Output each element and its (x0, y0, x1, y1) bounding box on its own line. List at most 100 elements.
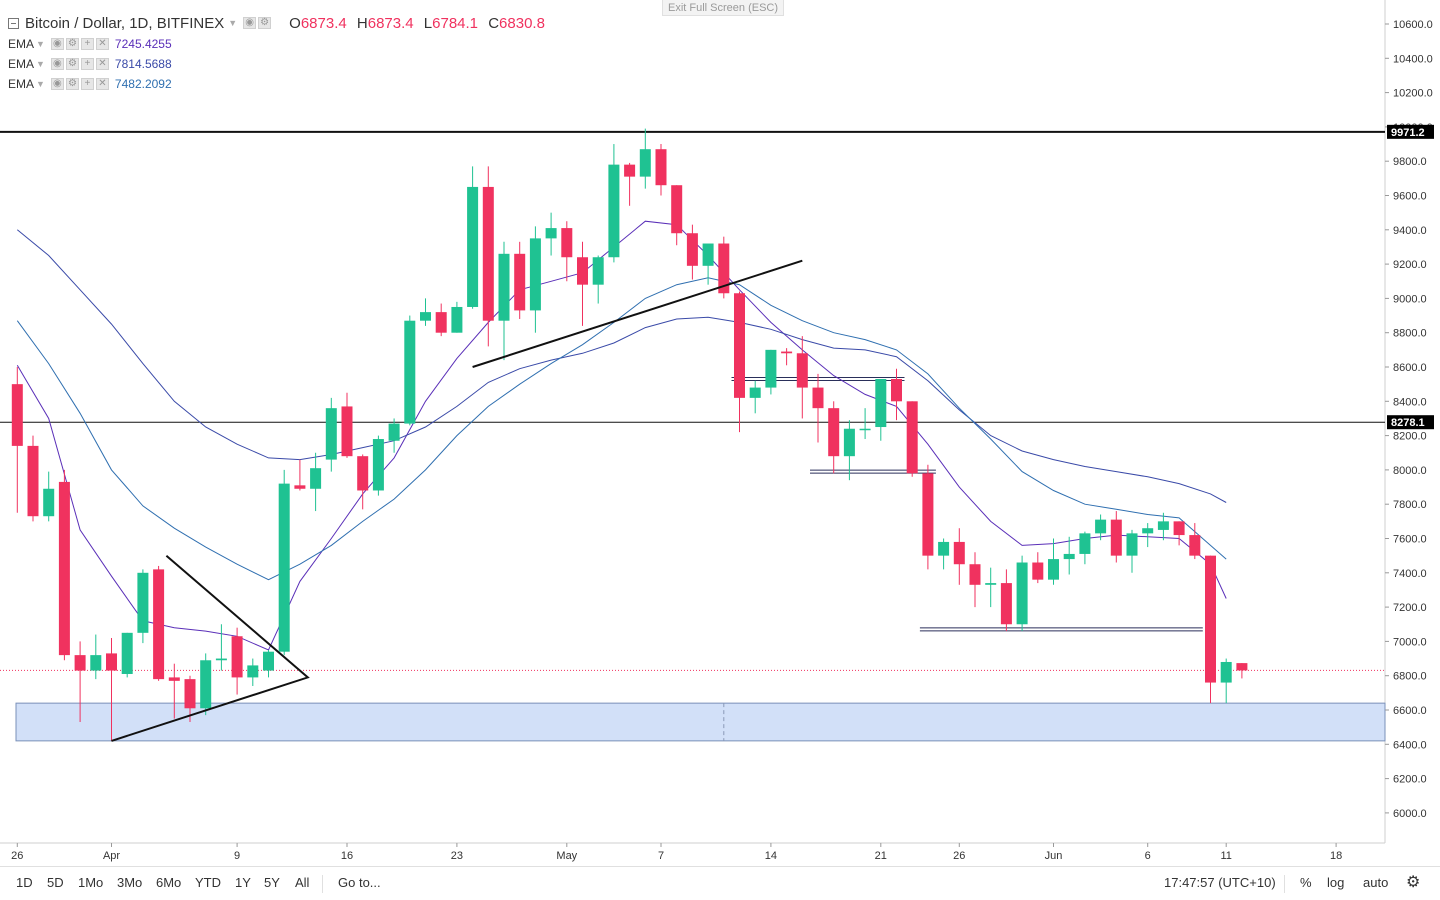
candle-body (608, 164, 620, 258)
chevron-down-icon[interactable]: ▼ (36, 79, 45, 89)
candle-body (1220, 661, 1232, 683)
candle (953, 528, 965, 585)
y-tick-label: 7800.0 (1393, 499, 1427, 511)
candle (529, 226, 541, 333)
candle-body (796, 353, 808, 388)
range-all-button[interactable]: All (295, 875, 310, 890)
candle-body (875, 379, 887, 428)
high-value: 6873.4 (367, 14, 414, 32)
candle (702, 243, 714, 285)
range-1y-button[interactable]: 1Y (235, 875, 251, 890)
candle-body (90, 655, 102, 671)
chevron-down-icon[interactable]: ▼ (228, 18, 238, 28)
candle (1000, 569, 1012, 632)
x-tick-label: Apr (103, 850, 120, 862)
symbol-title[interactable]: Bitcoin / Dollar, 1D, BITFINEX (25, 14, 225, 32)
x-tick-label: 26 (11, 850, 23, 862)
candle (1205, 555, 1216, 704)
clock-display[interactable]: 17:47:57 (UTC+10) (1164, 875, 1276, 890)
candle-body (1032, 562, 1044, 580)
plus-icon[interactable]: + (80, 78, 94, 90)
eye-icon[interactable]: ◉ (50, 38, 64, 50)
gear-icon[interactable]: ⚙ (258, 17, 272, 29)
range-5d-button[interactable]: 5D (47, 875, 64, 890)
toolbar-divider (1284, 875, 1285, 893)
candle-body (498, 253, 510, 321)
candle (1016, 555, 1028, 632)
indicator-name[interactable]: EMA (8, 77, 35, 91)
candle-body (1000, 583, 1012, 625)
candle (671, 185, 683, 246)
candle-body (1126, 533, 1138, 556)
indicator-row[interactable]: EMA ▼ ◉ ⚙ + ✕ 7814.5688 (8, 54, 545, 74)
candle (106, 637, 117, 741)
candle-body (247, 665, 259, 678)
candle-body (953, 541, 965, 565)
candle (215, 624, 227, 671)
goto-button[interactable]: Go to... (338, 875, 381, 890)
range-ytd-button[interactable]: YTD (195, 875, 221, 890)
candle (27, 435, 39, 522)
range-1d-button[interactable]: 1D (16, 875, 33, 890)
gear-icon[interactable]: ⚙ (65, 38, 79, 50)
candle-body (11, 384, 23, 446)
gear-icon[interactable]: ⚙ (65, 58, 79, 70)
eye-icon[interactable]: ◉ (50, 58, 64, 70)
candle (718, 236, 730, 299)
close-icon[interactable]: ✕ (95, 58, 109, 70)
candle (796, 336, 808, 419)
eye-icon[interactable]: ◉ (50, 78, 64, 90)
y-tick-label: 7600.0 (1393, 534, 1427, 546)
range-5y-button[interactable]: 5Y (264, 875, 280, 890)
y-tick-label: 8200.0 (1393, 431, 1427, 443)
plus-icon[interactable]: + (80, 58, 94, 70)
candle (1048, 538, 1059, 585)
candle-body (592, 257, 604, 285)
gear-icon[interactable]: ⚙ (65, 78, 79, 90)
log-toggle[interactable]: log (1327, 875, 1345, 890)
range-6mo-button[interactable]: 6Mo (156, 875, 182, 890)
candle-body (734, 293, 745, 398)
chevron-down-icon[interactable]: ▼ (36, 39, 45, 49)
percent-toggle[interactable]: % (1300, 875, 1312, 890)
auto-toggle[interactable]: auto (1363, 875, 1389, 890)
y-tick-label: 10400.0 (1393, 53, 1433, 65)
x-tick-label: 16 (341, 850, 353, 862)
indicator-row[interactable]: EMA ▼ ◉ ⚙ + ✕ 7482.2092 (8, 74, 545, 94)
candle-body (153, 569, 165, 680)
candle-body (1157, 521, 1169, 530)
exit-fullscreen-button[interactable]: Exit Full Screen (ESC) (662, 0, 784, 16)
candle-body (686, 233, 698, 266)
candle (1220, 658, 1232, 704)
candle (639, 128, 651, 189)
range-1mo-button[interactable]: 1Mo (78, 875, 104, 890)
chevron-down-icon[interactable]: ▼ (36, 59, 45, 69)
settings-gear-icon[interactable]: ⚙ (1406, 874, 1421, 891)
close-icon[interactable]: ✕ (95, 38, 109, 50)
candle (121, 632, 133, 678)
candle-body (435, 312, 447, 333)
candle-body (137, 572, 149, 633)
close-icon[interactable]: ✕ (95, 78, 109, 90)
candle (969, 552, 981, 608)
eye-icon[interactable]: ◉ (243, 17, 257, 29)
candle-body (1016, 562, 1028, 625)
candle (168, 663, 180, 719)
indicator-row[interactable]: EMA ▼ ◉ ⚙ + ✕ 7245.4255 (8, 34, 545, 54)
candle (90, 634, 102, 680)
candle-body (1142, 528, 1154, 534)
range-3mo-button[interactable]: 3Mo (117, 875, 143, 890)
indicator-name[interactable]: EMA (8, 37, 35, 51)
candle-body (231, 636, 243, 678)
low-value: 6784.1 (432, 14, 479, 32)
candle-body (372, 439, 384, 491)
candle-body (765, 349, 777, 388)
indicator-name[interactable]: EMA (8, 57, 35, 71)
collapse-icon[interactable] (8, 17, 19, 29)
candle-body (121, 632, 133, 674)
plus-icon[interactable]: + (80, 38, 94, 50)
candle (200, 653, 212, 716)
candle-body (184, 679, 196, 709)
x-tick-label: 7 (658, 850, 664, 862)
